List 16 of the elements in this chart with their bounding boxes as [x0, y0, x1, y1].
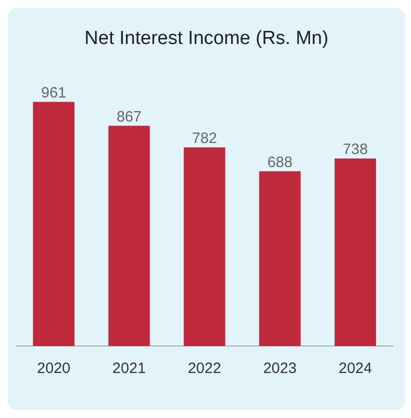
x-tick-label: 2023: [263, 360, 297, 378]
data-label: 867: [116, 108, 142, 126]
bar: [108, 126, 150, 346]
data-label: 688: [267, 154, 292, 171]
bar: [184, 147, 226, 346]
x-tick-label: 2021: [112, 360, 146, 378]
x-tick-label: 2020: [37, 360, 70, 378]
x-tick-label: 2024: [338, 360, 372, 378]
data-label: 961: [41, 84, 66, 102]
bar: [32, 102, 74, 346]
bar: [334, 158, 376, 346]
data-label: 782: [192, 130, 218, 148]
x-tick-label: 2022: [188, 360, 222, 378]
bar: [259, 171, 301, 346]
chart-title: Net Interest Income (Rs. Mn): [84, 27, 330, 51]
data-label: 738: [342, 141, 368, 158]
